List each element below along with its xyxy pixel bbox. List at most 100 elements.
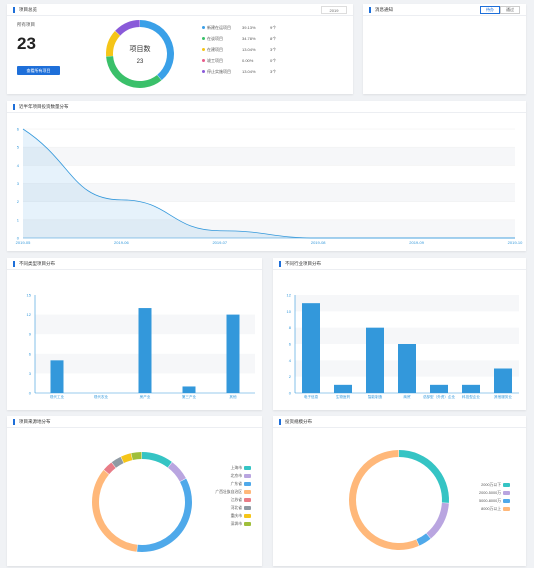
legend-swatch[interactable]	[244, 498, 251, 502]
legend-swatch[interactable]	[503, 507, 510, 511]
x-tick-label: 总部型（外资）企业	[423, 394, 456, 399]
legend-label: 竣工项目	[207, 57, 223, 63]
type-distribution-card: 不同类型项目分布 0 3 6 9 12 15 现代工业 现代农业 房产业 第三产业 其他	[7, 258, 262, 410]
bar[interactable]	[398, 344, 416, 393]
legend-swatch[interactable]	[503, 491, 510, 495]
bar[interactable]	[334, 384, 352, 393]
type-header: 不同类型项目分布	[7, 258, 262, 270]
pie-slice[interactable]	[131, 452, 142, 461]
scale-chart-title: 投资规模分布	[285, 418, 312, 424]
x-tick-label: 现代工业	[50, 394, 65, 399]
pie-slice[interactable]	[111, 456, 124, 468]
pie-slice[interactable]	[168, 462, 186, 482]
status-legend: 新建在运项目 39.13% 9个 在谈项目 34.78% 8个 在建项目 13.04% 3个 竣工…	[202, 22, 276, 77]
area-fill	[23, 129, 515, 238]
legend-item[interactable]: 在建项目 13.04% 3个	[202, 44, 276, 55]
legend-percent: 13.04%	[242, 69, 256, 74]
grid-band	[23, 219, 515, 238]
messages-card: 消息通知 待办 通过	[363, 4, 526, 94]
legend-swatch[interactable]	[503, 499, 510, 503]
y-tick-label: 2	[289, 374, 292, 379]
bar[interactable]	[494, 368, 512, 394]
legend-label: 在谈项目	[207, 35, 223, 41]
legend-swatch[interactable]	[244, 482, 251, 486]
y-tick-label: 6	[289, 342, 292, 347]
pie-slice[interactable]	[416, 533, 431, 546]
pie-slice[interactable]	[103, 462, 116, 475]
y-tick-label: 8	[289, 325, 292, 330]
bar[interactable]	[366, 327, 384, 393]
legend-dot	[202, 26, 205, 29]
legend-swatch[interactable]	[244, 506, 251, 510]
tab-approved[interactable]: 通过	[500, 6, 520, 14]
pie-slice[interactable]	[91, 470, 138, 552]
bar[interactable]	[50, 360, 64, 393]
legend-swatch[interactable]	[244, 522, 251, 526]
total-label: 所有项目	[17, 22, 35, 27]
legend-label: 河北省	[231, 505, 243, 510]
industry-distribution-card: 不同行业项目分布 0 2 4 6 8 10 12 电子信息 生物医药 智能制造 商贸 总部型（外资）企…	[273, 258, 526, 410]
x-tick-label: 现代农业	[94, 394, 109, 399]
overview-header: 项目总览 2019	[7, 4, 353, 16]
x-tick-label: 其他服务业	[494, 394, 512, 399]
year-select[interactable]: 2019	[321, 6, 347, 14]
pie-slice[interactable]	[349, 450, 419, 550]
bar[interactable]	[138, 308, 152, 393]
legend-item[interactable]: 新建在运项目 39.13% 9个	[202, 22, 276, 33]
legend-item[interactable]: 竣工项目 0.00% 0个	[202, 55, 276, 66]
y-tick-label: 10	[287, 309, 292, 314]
legend-item[interactable]: 在谈项目 34.78% 8个	[202, 33, 276, 44]
legend-label: 深圳市	[231, 521, 243, 526]
tab-pending[interactable]: 待办	[480, 6, 500, 14]
bar[interactable]	[302, 303, 320, 393]
legend-count: 3个	[270, 46, 277, 52]
x-tick-label: 2019-06	[114, 240, 129, 245]
legend-label: 重庆市	[231, 513, 243, 518]
legend-percent: 34.78%	[242, 36, 256, 41]
origin-distribution-card: 项目来源地分布 上海市 北京市 广东省 广西壮族自治区 江苏省 河北省 重庆市 深圳市	[7, 416, 262, 566]
bar[interactable]	[226, 314, 240, 393]
legend-swatch[interactable]	[244, 466, 251, 470]
donut-value: 23	[137, 59, 144, 65]
legend-label: 北京市	[231, 473, 243, 478]
industry-bar-chart: 0 2 4 6 8 10 12 电子信息 生物医药 智能制造 商贸 总部型（外资）企业 科技型企业 其他服…	[287, 293, 519, 399]
legend-swatch[interactable]	[503, 483, 510, 487]
status-slice[interactable]	[140, 20, 174, 81]
pie-slice[interactable]	[399, 450, 449, 503]
status-slice[interactable]	[106, 31, 121, 57]
messages-header: 消息通知 待办 通过	[363, 4, 526, 16]
legend-label: 2000-5000万	[479, 491, 501, 495]
legend-swatch[interactable]	[244, 490, 251, 494]
legend-swatch[interactable]	[244, 474, 251, 478]
legend-swatch[interactable]	[244, 514, 251, 518]
legend-dot	[202, 70, 205, 73]
pie-slice[interactable]	[142, 452, 172, 468]
grid-band	[295, 327, 519, 344]
pie-slice[interactable]	[121, 453, 133, 463]
total-value: 23	[17, 34, 36, 53]
y-tick-label: 0	[17, 236, 20, 241]
scale-distribution-card: 投资规模分布 2000万以下 2000-5000万 5000-8000万 8000万以…	[273, 416, 526, 566]
pie-slice[interactable]	[137, 478, 192, 552]
title-accent-bar	[13, 103, 15, 110]
x-tick-label: 商贸	[403, 394, 411, 399]
status-slice[interactable]	[106, 56, 162, 89]
scale-header: 投资规模分布	[273, 416, 526, 428]
legend-item[interactable]: 停止实施项目 13.04% 3个	[202, 66, 276, 77]
origin-chart-title: 项目来源地分布	[19, 418, 51, 424]
status-slice[interactable]	[115, 20, 140, 36]
bar[interactable]	[430, 384, 448, 393]
bar[interactable]	[462, 384, 480, 393]
legend-count: 8个	[270, 35, 277, 41]
x-tick-label: 智能制造	[368, 394, 383, 399]
trend-header: 近半年项目投资数量分布	[7, 101, 526, 113]
legend-label: 8000万以上	[481, 506, 501, 511]
pie-slice[interactable]	[426, 502, 449, 539]
legend-label: 广东省	[231, 481, 243, 486]
view-all-projects-button[interactable]: 查看所有项目	[17, 66, 60, 75]
bar[interactable]	[182, 386, 196, 393]
status-donut: 项目数 23	[106, 20, 174, 89]
title-accent-bar	[13, 418, 15, 425]
legend-label: 广西壮族自治区	[215, 489, 242, 494]
